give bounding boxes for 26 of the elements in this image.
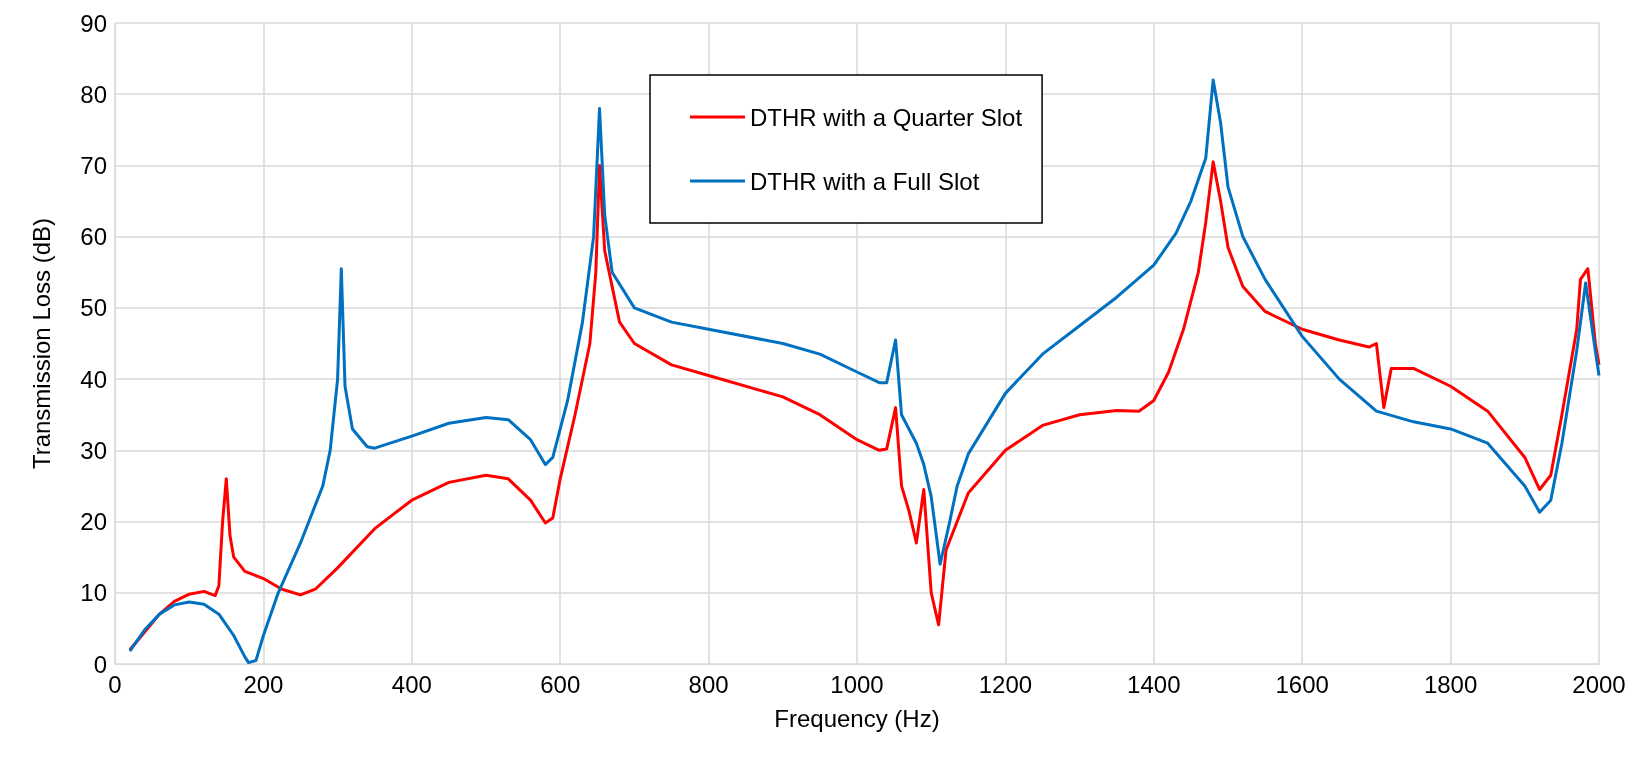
- y-tick-label: 50: [80, 294, 107, 322]
- x-tick-label: 800: [688, 670, 729, 698]
- x-tick-label: 1800: [1423, 670, 1478, 698]
- y-tick-label: 30: [80, 436, 107, 464]
- y-tick-label: 60: [80, 223, 107, 251]
- x-tick-label: 1000: [830, 670, 884, 698]
- legend-label: DTHR with a Full Slot: [750, 167, 980, 195]
- x-tick-label: 2000: [1572, 670, 1626, 698]
- x-tick-label: 1600: [1275, 670, 1329, 698]
- legend-label: DTHR with a Quarter Slot: [750, 103, 1023, 131]
- y-tick-label: 40: [80, 365, 107, 393]
- y-tick-label: 0: [93, 650, 107, 678]
- y-tick-label: 20: [80, 508, 107, 536]
- y-tick-label: 70: [80, 151, 107, 179]
- x-tick-label: 1200: [978, 670, 1033, 698]
- x-tick-label: 200: [243, 670, 284, 698]
- x-axis-title: Frequency (Hz): [774, 704, 940, 732]
- x-tick-label: 400: [391, 670, 432, 698]
- y-axis-title: Transmission Loss (dB): [27, 217, 55, 470]
- line-series: [128, 78, 1601, 665]
- line-series: [128, 160, 1601, 652]
- y-tick-label: 90: [80, 9, 107, 37]
- x-tick-label: 600: [540, 670, 581, 698]
- x-tick-label: 1400: [1127, 670, 1181, 698]
- y-tick-label: 80: [80, 80, 107, 108]
- y-tick-label: 10: [80, 579, 107, 607]
